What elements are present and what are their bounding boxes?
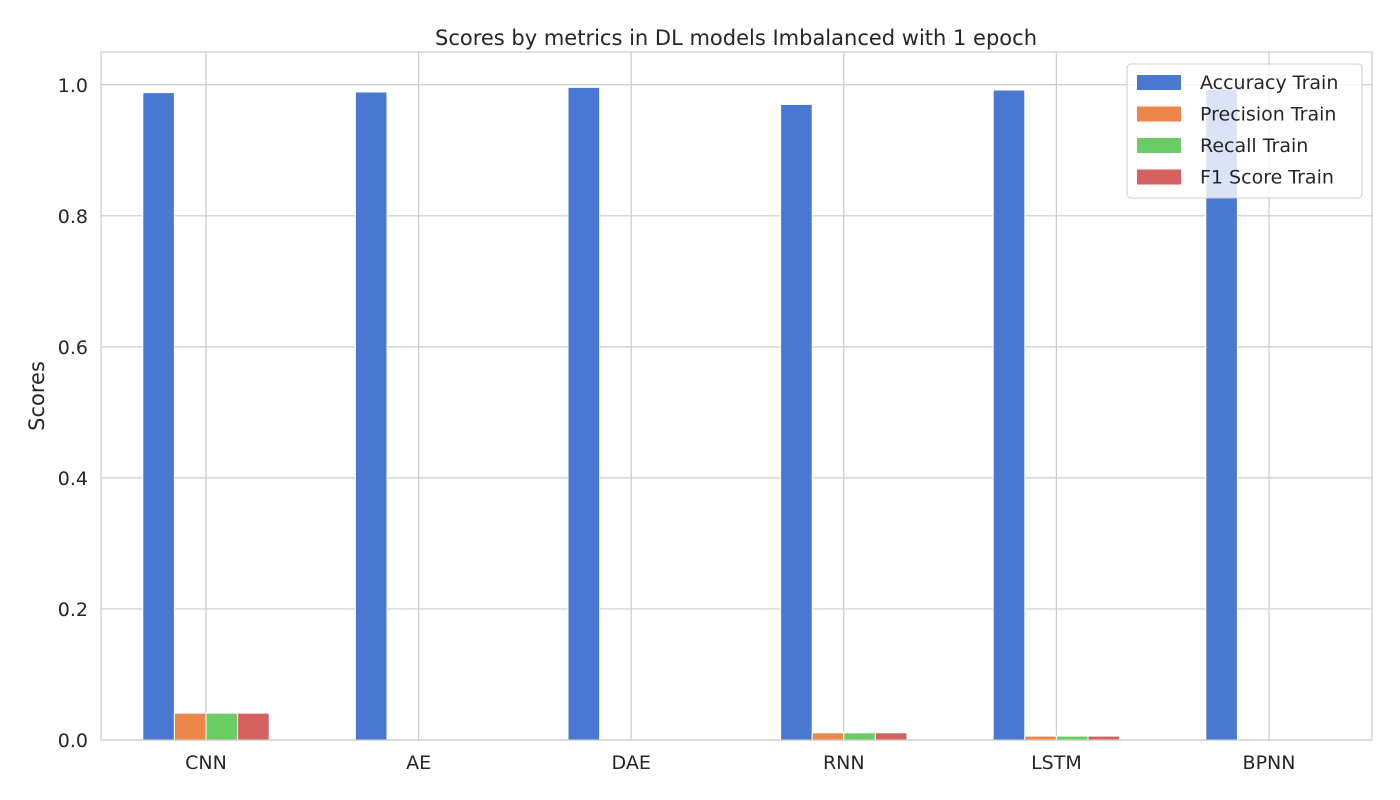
grid-lines xyxy=(101,52,1372,741)
chart-title: Scores by metrics in DL models Imbalance… xyxy=(435,26,1037,50)
bar-f1-score-train-cnn xyxy=(237,712,270,741)
bar-recall-train-rnn xyxy=(843,732,876,741)
legend-label: Recall Train xyxy=(1200,135,1308,157)
y-tick-label: 0.4 xyxy=(58,468,88,490)
legend-box xyxy=(1126,63,1363,199)
legend-swatch xyxy=(1137,138,1181,153)
x-tick-label: AE xyxy=(406,752,431,774)
bar-f1-score-train-rnn xyxy=(874,732,908,741)
bar-accuracy-train-dae xyxy=(567,86,601,741)
y-tick-label: 1.0 xyxy=(58,75,88,97)
y-tick-labels: 0.0 0.2 0.4 0.6 0.8 1.0 xyxy=(58,75,88,752)
legend-swatch xyxy=(1137,169,1181,185)
x-tick-labels: CNN AE DAE RNN LSTM BPNN xyxy=(185,752,1295,774)
bar-accuracy-train-lstm xyxy=(992,89,1026,741)
plot-area-frame xyxy=(100,51,1373,741)
x-tick-label: LSTM xyxy=(1031,752,1082,774)
legend-label: Precision Train xyxy=(1200,104,1336,126)
x-tick-label: CNN xyxy=(185,752,227,774)
legend-swatch xyxy=(1137,75,1181,90)
x-tick-label: RNN xyxy=(823,752,865,774)
bar-precision-train-cnn xyxy=(173,712,207,741)
x-tick-label: DAE xyxy=(612,752,651,774)
y-tick-label: 0.0 xyxy=(58,730,88,752)
legend-swatch xyxy=(1137,106,1181,122)
y-tick-label: 0.6 xyxy=(58,337,88,359)
x-tick-label: BPNN xyxy=(1243,752,1296,774)
y-tick-label: 0.2 xyxy=(58,599,88,621)
bar-accuracy-train-rnn xyxy=(780,103,813,741)
bar-accuracy-train-cnn xyxy=(142,92,175,741)
bar-recall-train-cnn xyxy=(205,712,239,741)
bar-accuracy-train-ae xyxy=(354,91,388,741)
legend-label: F1 Score Train xyxy=(1200,167,1334,189)
y-tick-label: 0.8 xyxy=(58,206,88,228)
legend: Accuracy Train Precision Train Recall Trai… xyxy=(1126,63,1363,199)
y-axis-label: Scores xyxy=(25,361,49,431)
legend-label: Accuracy Train xyxy=(1200,72,1338,94)
bar-precision-train-rnn xyxy=(811,732,845,741)
